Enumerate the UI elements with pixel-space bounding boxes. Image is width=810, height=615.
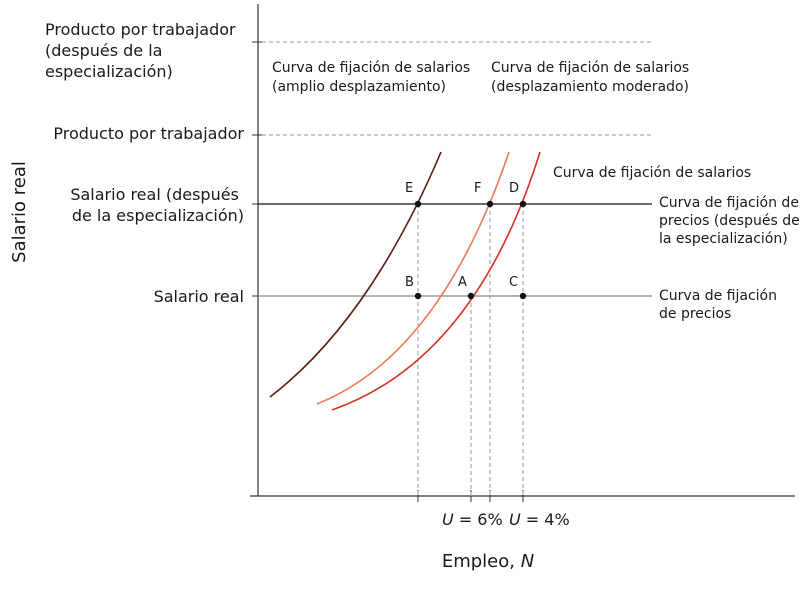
price-setting-after-label: Curva de fijación de precios (después de… [659,195,804,247]
point-b-label: B [405,275,414,290]
point-e [414,200,422,208]
x-tick-label-u6: U = 6% [442,510,503,529]
y-axis-title: Salario real [9,161,30,263]
x-axis-title: Empleo, N [442,551,534,572]
price-setting-label: Curva de fijación de precios [659,288,781,322]
point-a [467,292,475,300]
point-c [519,292,527,300]
wage-setting-curve-label: Curva de fijación de salarios [553,165,751,181]
point-f [486,200,494,208]
point-e-label: E [405,181,413,196]
point-d [519,200,527,208]
wage-setting-large-shift-label: Curva de fijación de salarios (amplio de… [272,60,475,95]
y-label-wage-after: Salario real (después de la especializac… [70,185,244,225]
point-a-label: A [458,275,467,290]
point-c-label: C [509,275,518,290]
y-label-wage: Salario real [154,287,244,306]
point-f-label: F [474,181,481,196]
y-label-product-after: Producto por trabajador (después de la e… [45,20,241,81]
y-label-product: Producto por trabajador [53,124,244,143]
wage-setting-moderate-shift-label: Curva de fijación de salarios (desplazam… [491,60,694,95]
point-d-label: D [509,181,519,196]
point-b [414,292,422,300]
wage-setting-large-shift-curve [269,151,442,398]
x-tick-label-u4: U = 4% [509,510,570,529]
